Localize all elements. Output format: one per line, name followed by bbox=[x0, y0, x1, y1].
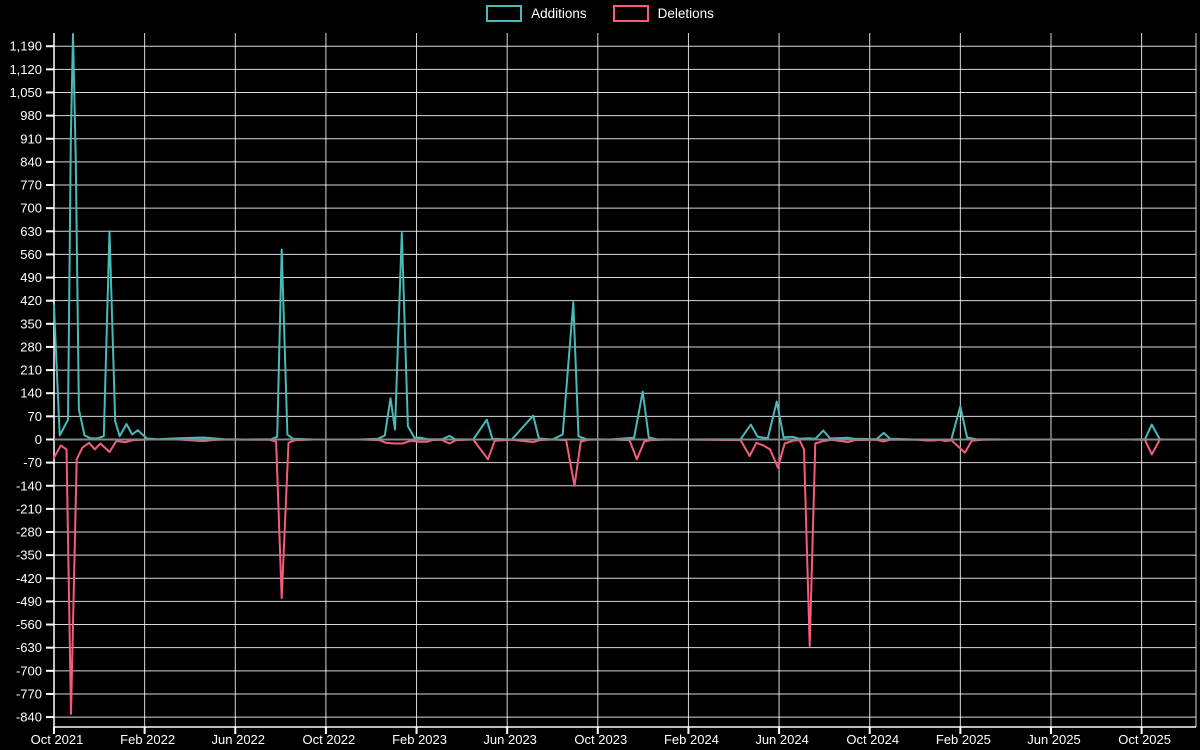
x-axis-tick-label: Feb 2025 bbox=[936, 732, 991, 747]
x-axis-tick-label: Oct 2021 bbox=[31, 732, 84, 747]
x-axis-tick-label: Oct 2025 bbox=[1118, 732, 1171, 747]
y-axis-tick-label: 280 bbox=[20, 339, 42, 354]
y-axis-tick-label: 210 bbox=[20, 363, 42, 378]
x-axis-tick-label: Oct 2024 bbox=[846, 732, 899, 747]
x-axis-tick-label: Jun 2023 bbox=[483, 732, 537, 747]
chart-legend: Additions Deletions bbox=[0, 5, 1200, 22]
legend-item-additions[interactable]: Additions bbox=[486, 5, 587, 22]
y-axis-tick-label: 910 bbox=[20, 131, 42, 146]
y-axis-tick-label: 420 bbox=[20, 293, 42, 308]
legend-label-deletions: Deletions bbox=[657, 5, 714, 21]
y-axis-tick-label: -700 bbox=[16, 663, 42, 678]
additions-line bbox=[53, 33, 1166, 441]
x-axis-tick-label: Oct 2023 bbox=[574, 732, 627, 747]
x-axis-tick-label: Jun 2022 bbox=[212, 732, 266, 747]
y-axis-tick-label: -630 bbox=[16, 640, 42, 655]
y-axis-tick-label: 0 bbox=[35, 432, 42, 447]
x-axis-tick-label: Feb 2024 bbox=[664, 732, 719, 747]
x-axis-tick-label: Feb 2022 bbox=[120, 732, 175, 747]
y-gridlines bbox=[46, 45, 1196, 719]
deletions-swatch-icon bbox=[612, 5, 649, 22]
y-axis-tick-label: -770 bbox=[16, 686, 42, 701]
y-axis-tick-label: 350 bbox=[20, 316, 42, 331]
y-axis-tick-label: 980 bbox=[20, 108, 42, 123]
y-axis-tick-label: 490 bbox=[20, 270, 42, 285]
x-axis-tick-label: Jun 2024 bbox=[755, 732, 809, 747]
x-axis-tick-label: Oct 2022 bbox=[303, 732, 356, 747]
y-axis-tick-label: 840 bbox=[20, 154, 42, 169]
y-tick-labels: -840-770-700-630-560-490-420-350-280-210… bbox=[9, 39, 42, 725]
y-axis-tick-label: -350 bbox=[16, 548, 42, 563]
y-axis-tick-label: -490 bbox=[16, 594, 42, 609]
y-axis-tick-label: 770 bbox=[20, 178, 42, 193]
x-axis-tick-label: Jun 2025 bbox=[1027, 732, 1081, 747]
x-axis-tick-label: Feb 2023 bbox=[392, 732, 447, 747]
y-axis-tick-label: -560 bbox=[16, 617, 42, 632]
y-axis-tick-label: 700 bbox=[20, 201, 42, 216]
deletions-line bbox=[53, 438, 1166, 715]
y-axis-tick-label: -210 bbox=[16, 501, 42, 516]
additions-swatch-icon bbox=[486, 5, 523, 22]
y-axis-tick-label: 1,120 bbox=[9, 62, 42, 77]
legend-label-additions: Additions bbox=[531, 5, 587, 21]
y-axis-tick-label: -420 bbox=[16, 571, 42, 586]
y-axis-tick-label: 140 bbox=[20, 386, 42, 401]
x-gridlines bbox=[53, 33, 1143, 734]
y-axis-tick-label: 70 bbox=[28, 409, 42, 424]
legend-item-deletions[interactable]: Deletions bbox=[612, 5, 714, 22]
x-tick-labels: Oct 2021 Feb 2022 Jun 2022 Oct 2022 Feb 2023… bbox=[31, 732, 1171, 747]
y-axis-tick-label: 1,050 bbox=[9, 85, 42, 100]
y-axis-tick-label: -70 bbox=[23, 455, 42, 470]
y-axis-tick-label: -140 bbox=[16, 478, 42, 493]
y-axis-tick-label: -840 bbox=[16, 710, 42, 725]
y-axis-tick-label: -280 bbox=[16, 525, 42, 540]
y-axis-tick-label: 630 bbox=[20, 224, 42, 239]
y-axis-tick-label: 560 bbox=[20, 247, 42, 262]
y-axis-tick-label: 1,190 bbox=[9, 39, 42, 54]
